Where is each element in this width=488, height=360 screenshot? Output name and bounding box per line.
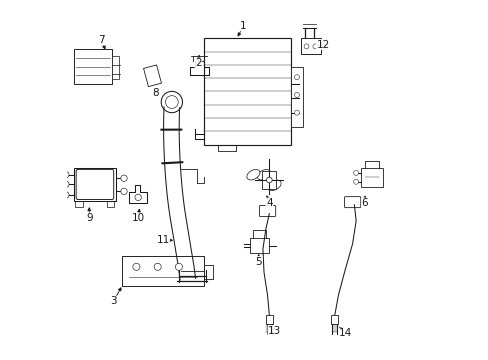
FancyBboxPatch shape (259, 206, 275, 216)
Bar (361, 168, 382, 187)
FancyBboxPatch shape (344, 197, 360, 208)
Bar (74, 168, 116, 201)
FancyBboxPatch shape (76, 169, 114, 199)
Bar (290, 67, 303, 127)
Text: 13: 13 (267, 326, 281, 336)
Text: 3: 3 (110, 296, 117, 306)
Circle shape (294, 75, 299, 80)
Ellipse shape (257, 170, 270, 180)
Bar (301, 38, 320, 54)
Circle shape (266, 177, 272, 183)
Text: 10: 10 (131, 213, 144, 223)
Bar (111, 56, 119, 79)
Circle shape (161, 91, 182, 113)
Text: 12: 12 (316, 40, 329, 50)
Bar (265, 315, 272, 324)
Text: 6: 6 (361, 198, 367, 208)
Circle shape (312, 44, 317, 49)
Circle shape (62, 192, 69, 198)
Circle shape (304, 44, 308, 49)
Circle shape (154, 263, 161, 270)
Text: 8: 8 (152, 88, 158, 98)
Circle shape (121, 175, 127, 181)
Circle shape (353, 170, 358, 175)
Circle shape (175, 263, 182, 270)
Bar (262, 171, 276, 189)
Text: 5: 5 (255, 257, 262, 266)
Bar (143, 65, 161, 87)
Text: 1: 1 (240, 21, 246, 31)
Bar (249, 238, 269, 253)
Circle shape (353, 179, 358, 184)
Bar (122, 256, 203, 286)
Circle shape (62, 181, 69, 188)
Text: 14: 14 (338, 328, 351, 338)
Text: 4: 4 (265, 198, 272, 208)
Text: 2: 2 (195, 58, 202, 68)
Bar (331, 315, 338, 324)
Ellipse shape (246, 170, 259, 180)
Bar (74, 49, 111, 84)
Bar (203, 38, 290, 145)
Text: 9: 9 (86, 213, 92, 223)
Circle shape (294, 110, 299, 115)
Ellipse shape (267, 180, 281, 190)
Circle shape (165, 96, 178, 108)
Circle shape (294, 93, 299, 98)
Text: 11: 11 (156, 235, 169, 245)
Circle shape (133, 263, 140, 270)
Text: 7: 7 (98, 35, 105, 45)
Circle shape (121, 188, 127, 194)
Circle shape (135, 194, 141, 201)
Circle shape (62, 171, 69, 178)
